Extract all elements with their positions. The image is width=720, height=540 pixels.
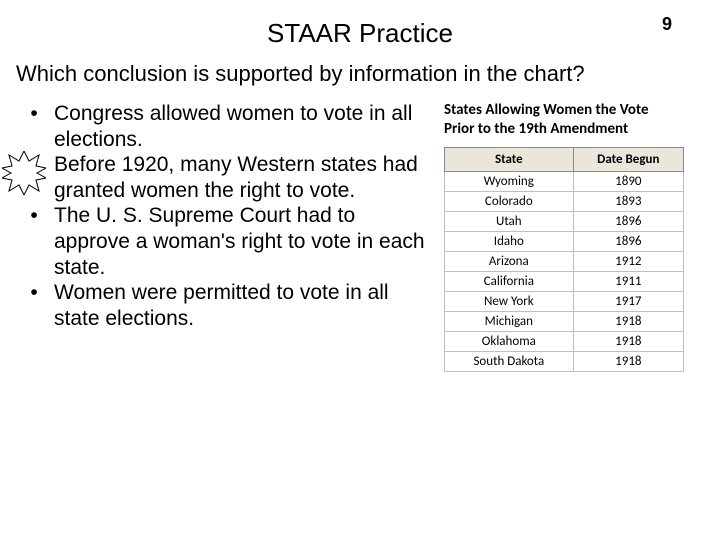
option-a[interactable]: • Congress allowed women to vote in all … (20, 101, 432, 152)
chart-title: States Allowing Women the Vote Prior to … (444, 101, 708, 139)
option-text: The U. S. Supreme Court had to approve a… (48, 203, 432, 280)
col-state: State (445, 147, 574, 171)
option-b[interactable]: • Before 1920, many Western states had g… (20, 152, 432, 203)
content-row: • Congress allowed women to vote in all … (0, 101, 720, 372)
chart-title-line2: Prior to the 19th Amendment (444, 120, 628, 138)
slide-number: 9 (662, 14, 672, 35)
options-list: • Congress allowed women to vote in all … (12, 101, 432, 331)
col-date: Date Begun (573, 147, 683, 171)
cell-state: South Dakota (445, 351, 574, 371)
cell-date: 1911 (573, 271, 683, 291)
option-text: Congress allowed women to vote in all el… (48, 101, 432, 152)
correct-answer-marker (2, 151, 46, 195)
cell-date: 1896 (573, 231, 683, 251)
option-text: Women were permitted to vote in all stat… (48, 280, 432, 331)
cell-date: 1917 (573, 291, 683, 311)
chart-column: States Allowing Women the Vote Prior to … (432, 101, 708, 372)
cell-date: 1890 (573, 171, 683, 191)
table-body: Wyoming1890 Colorado1893 Utah1896 Idaho1… (445, 171, 684, 371)
option-d[interactable]: • Women were permitted to vote in all st… (20, 280, 432, 331)
table-row: Arizona1912 (445, 251, 684, 271)
bullet-icon: • (20, 101, 48, 127)
cell-date: 1912 (573, 251, 683, 271)
table-header-row: State Date Begun (445, 147, 684, 171)
table-row: Utah1896 (445, 211, 684, 231)
cell-date: 1918 (573, 311, 683, 331)
page-title: STAAR Practice (0, 0, 720, 61)
chart-title-line1: States Allowing Women the Vote (444, 101, 649, 119)
table-row: Idaho1896 (445, 231, 684, 251)
cell-state: Utah (445, 211, 574, 231)
table-row: South Dakota1918 (445, 351, 684, 371)
cell-state: Oklahoma (445, 331, 574, 351)
cell-state: Wyoming (445, 171, 574, 191)
option-c[interactable]: • The U. S. Supreme Court had to approve… (20, 203, 432, 280)
table-row: Oklahoma1918 (445, 331, 684, 351)
cell-state: California (445, 271, 574, 291)
table-row: Wyoming1890 (445, 171, 684, 191)
table-row: California1911 (445, 271, 684, 291)
cell-state: Arizona (445, 251, 574, 271)
option-text: Before 1920, many Western states had gra… (48, 152, 432, 203)
cell-date: 1918 (573, 351, 683, 371)
cell-state: Colorado (445, 191, 574, 211)
cell-state: New York (445, 291, 574, 311)
cell-state: Michigan (445, 311, 574, 331)
bullet-icon: • (20, 203, 48, 229)
cell-date: 1896 (573, 211, 683, 231)
table-row: Michigan1918 (445, 311, 684, 331)
states-table: State Date Begun Wyoming1890 Colorado189… (444, 147, 684, 372)
table-row: New York1917 (445, 291, 684, 311)
cell-date: 1918 (573, 331, 683, 351)
cell-date: 1893 (573, 191, 683, 211)
question-text: Which conclusion is supported by informa… (0, 61, 720, 101)
bullet-icon: • (20, 280, 48, 306)
cell-state: Idaho (445, 231, 574, 251)
table-row: Colorado1893 (445, 191, 684, 211)
